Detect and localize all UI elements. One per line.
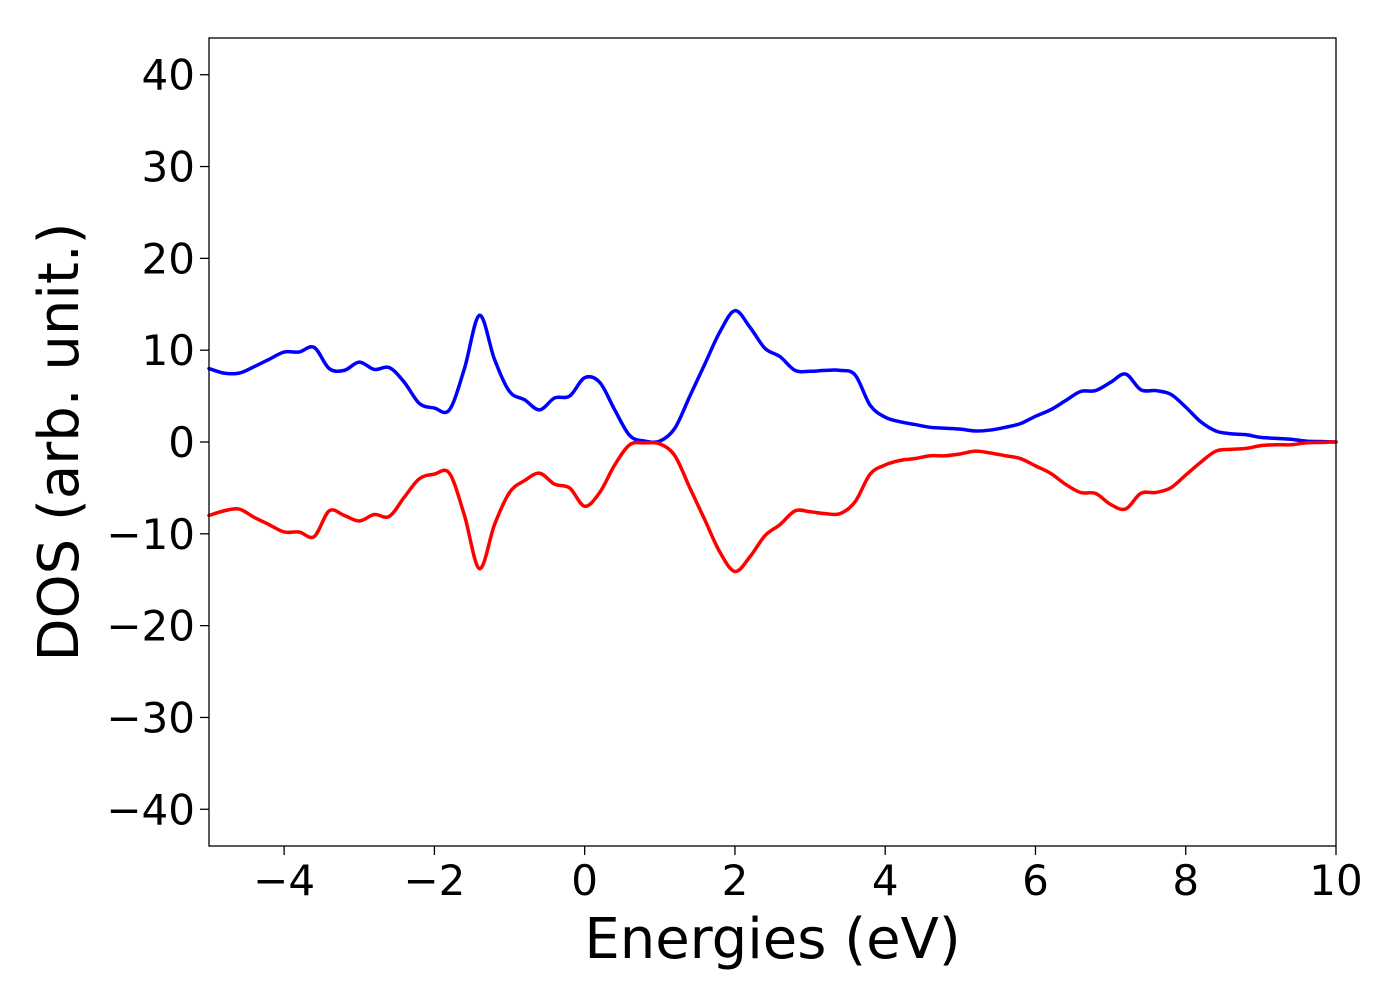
x-tick-label: 8 [1172, 856, 1199, 905]
y-tick-label: 40 [142, 51, 195, 100]
y-axis-ticks: −40 −30 −20 −10 0 10 20 30 40 [106, 51, 209, 834]
plot-frame [208, 37, 1337, 847]
x-tick-label: 0 [571, 856, 598, 905]
y-axis-label: DOS (arb. unit.) [27, 222, 92, 661]
x-tick-label: 10 [1309, 856, 1362, 905]
y-tick-label: 10 [142, 326, 195, 375]
x-tick-label: −2 [403, 856, 465, 905]
y-tick-label: −30 [106, 693, 195, 742]
x-tick-label: 6 [1022, 856, 1049, 905]
y-tick-label: −40 [106, 785, 195, 834]
x-tick-label: 2 [722, 856, 749, 905]
plot-area [207, 308, 1338, 574]
x-axis-ticks: −4 −2 0 2 4 6 8 10 [253, 846, 1363, 905]
series-line-spin-up [207, 308, 1338, 445]
x-tick-label: −4 [253, 856, 315, 905]
y-tick-label: 20 [142, 234, 195, 283]
y-tick-label: −10 [106, 510, 195, 559]
x-axis-label: Energies (eV) [584, 907, 960, 972]
y-tick-label: −20 [106, 602, 195, 651]
x-tick-label: 4 [872, 856, 899, 905]
y-tick-label: 30 [142, 143, 195, 192]
y-tick-label: 0 [168, 418, 195, 467]
series-line-spin-down [207, 440, 1338, 574]
